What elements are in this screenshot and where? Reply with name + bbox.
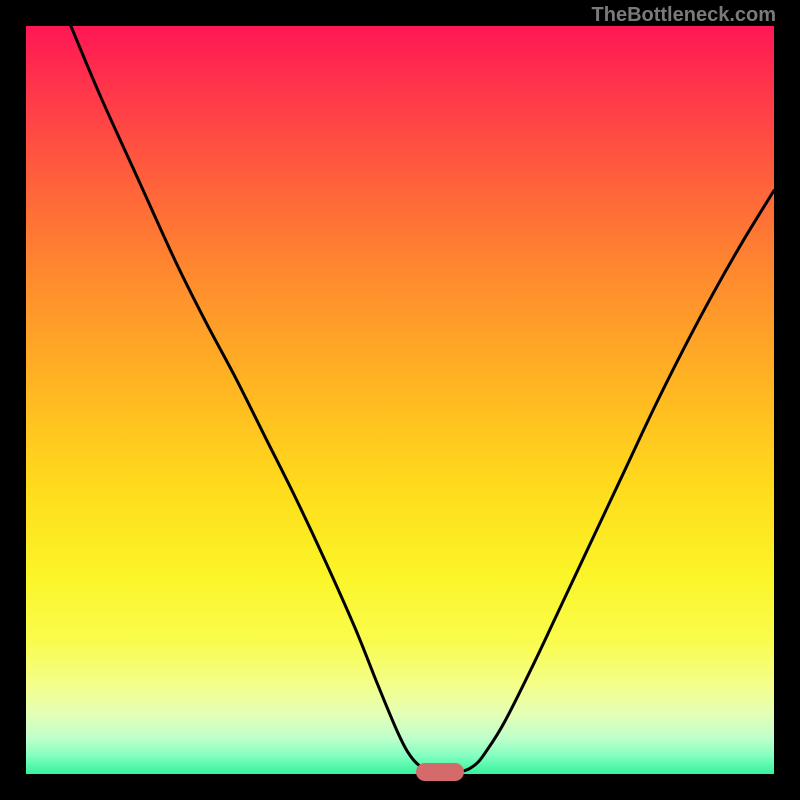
- bottleneck-marker: [416, 763, 464, 781]
- chart-container: TheBottleneck.com: [0, 0, 800, 800]
- watermark-text: TheBottleneck.com: [592, 4, 776, 27]
- curve-line: [26, 26, 774, 774]
- plot-area: [26, 26, 774, 774]
